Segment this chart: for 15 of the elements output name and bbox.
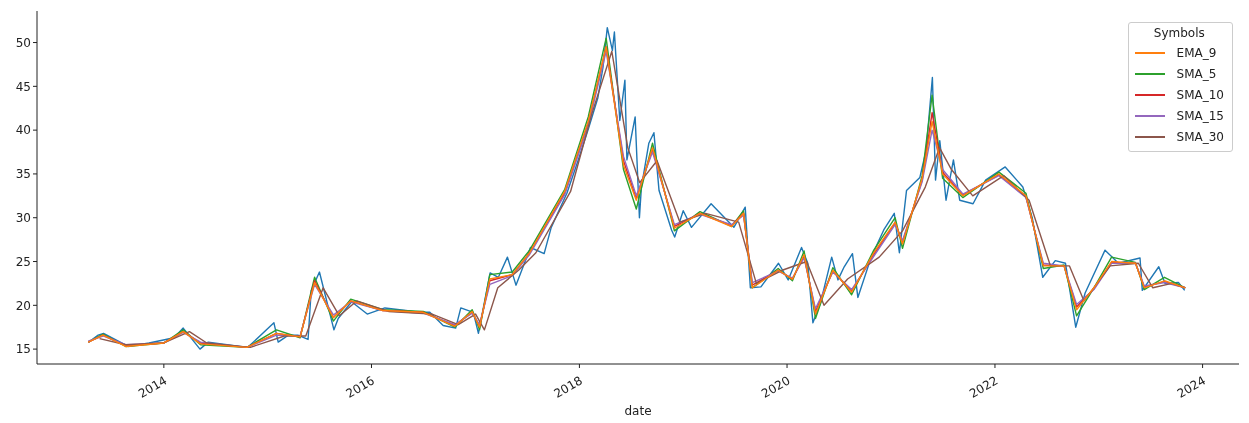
legend-label: SMA_10 (1176, 87, 1224, 102)
y-tick-label: 45 (15, 79, 31, 94)
y-tick-label: 50 (15, 35, 31, 50)
x-axis-title: date (624, 404, 652, 418)
legend-label: SMA_15 (1176, 108, 1224, 123)
legend-label: SMA_30 (1176, 129, 1224, 144)
y-tick-label: 20 (15, 298, 31, 313)
legend-title: Symbols (1152, 26, 1206, 40)
legend-label: SMA_5 (1176, 66, 1217, 81)
y-tick-label: 15 (15, 342, 31, 357)
y-tick-label: 40 (15, 123, 31, 138)
legend-label: EMA_9 (1176, 45, 1217, 60)
y-tick-label: 30 (15, 210, 31, 225)
y-tick-label: 25 (15, 254, 31, 269)
y-tick-label: 35 (15, 167, 31, 182)
